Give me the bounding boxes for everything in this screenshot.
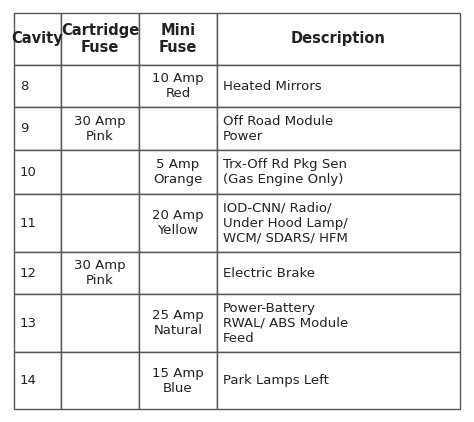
Bar <box>217 252 460 294</box>
Text: 12: 12 <box>20 267 37 280</box>
Bar <box>217 352 460 409</box>
Text: Trx-Off Rd Pkg Sen
(Gas Engine Only): Trx-Off Rd Pkg Sen (Gas Engine Only) <box>223 158 346 186</box>
Bar <box>61 65 139 108</box>
Bar <box>14 65 61 108</box>
Bar <box>139 150 217 195</box>
Text: 15 Amp
Blue: 15 Amp Blue <box>152 367 204 395</box>
Bar <box>217 195 460 252</box>
Bar <box>14 195 61 252</box>
Text: 25 Amp
Natural: 25 Amp Natural <box>152 309 204 337</box>
Bar <box>14 252 61 294</box>
Bar <box>139 352 217 409</box>
Text: Power-Battery
RWAL/ ABS Module
Feed: Power-Battery RWAL/ ABS Module Feed <box>223 302 348 344</box>
Bar <box>61 195 139 252</box>
Text: Off Road Module
Power: Off Road Module Power <box>223 115 333 143</box>
Text: Electric Brake: Electric Brake <box>223 267 315 280</box>
Bar <box>217 65 460 108</box>
Bar <box>217 150 460 195</box>
Text: Park Lamps Left: Park Lamps Left <box>223 374 328 387</box>
Text: 5 Amp
Orange: 5 Amp Orange <box>153 158 203 186</box>
Bar <box>139 294 217 352</box>
Bar <box>61 352 139 409</box>
Bar <box>217 13 460 65</box>
Bar <box>61 150 139 195</box>
Text: Cavity: Cavity <box>12 31 64 46</box>
Text: 14: 14 <box>20 374 37 387</box>
Text: 10: 10 <box>20 165 37 179</box>
Bar <box>139 195 217 252</box>
Bar <box>61 13 139 65</box>
Bar <box>14 150 61 195</box>
Bar <box>61 294 139 352</box>
Bar <box>14 13 61 65</box>
Bar <box>14 352 61 409</box>
Text: 9: 9 <box>20 122 28 135</box>
Bar <box>14 294 61 352</box>
Text: Heated Mirrors: Heated Mirrors <box>223 80 321 93</box>
Text: 8: 8 <box>20 80 28 93</box>
Text: 30 Amp
Pink: 30 Amp Pink <box>74 259 126 287</box>
Bar <box>139 13 217 65</box>
Bar <box>139 108 217 150</box>
Text: 13: 13 <box>20 316 37 330</box>
Text: 10 Amp
Red: 10 Amp Red <box>152 72 204 100</box>
Text: 20 Amp
Yellow: 20 Amp Yellow <box>152 209 204 237</box>
Text: IOD-CNN/ Radio/
Under Hood Lamp/
WCM/ SDARS/ HFM: IOD-CNN/ Radio/ Under Hood Lamp/ WCM/ SD… <box>223 202 347 245</box>
Text: 30 Amp
Pink: 30 Amp Pink <box>74 115 126 143</box>
Bar <box>61 108 139 150</box>
Text: Mini
Fuse: Mini Fuse <box>159 23 197 55</box>
Bar <box>139 252 217 294</box>
Text: Cartridge
Fuse: Cartridge Fuse <box>61 23 139 55</box>
Bar <box>14 108 61 150</box>
Text: 11: 11 <box>20 216 37 230</box>
Bar <box>61 252 139 294</box>
Bar <box>139 65 217 108</box>
Bar <box>217 294 460 352</box>
Text: Description: Description <box>291 31 386 46</box>
Bar <box>217 108 460 150</box>
